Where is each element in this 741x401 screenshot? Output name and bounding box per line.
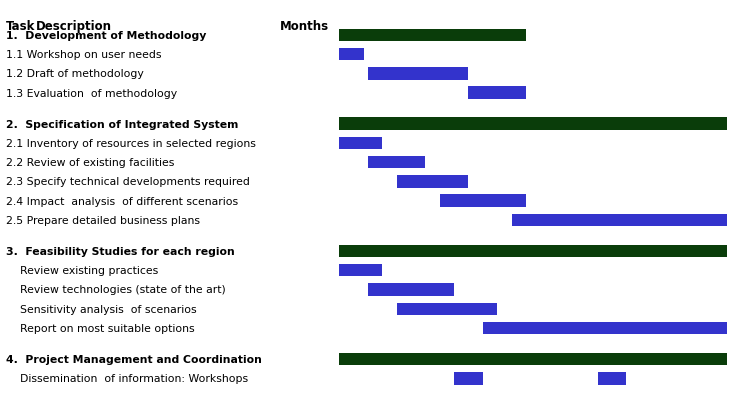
Bar	[396, 303, 497, 315]
Text: 4.  Project Management and Coordination: 4. Project Management and Coordination	[6, 354, 262, 364]
Bar	[339, 137, 382, 150]
Bar	[396, 176, 468, 188]
Bar	[597, 372, 626, 385]
Bar	[368, 284, 454, 296]
Text: Report on most suitable options: Report on most suitable options	[6, 323, 195, 333]
Text: 2.  Specification of Integrated System: 2. Specification of Integrated System	[6, 119, 239, 129]
Text: Review existing practices: Review existing practices	[6, 265, 159, 275]
Text: 2.2 Review of existing facilities: 2.2 Review of existing facilities	[6, 158, 174, 168]
Bar	[454, 372, 483, 385]
Text: Description: Description	[36, 20, 112, 32]
Text: Review technologies (state of the art): Review technologies (state of the art)	[6, 285, 226, 295]
Text: 2.3 Specify technical developments required: 2.3 Specify technical developments requi…	[6, 177, 250, 187]
Bar	[468, 87, 526, 100]
Text: 2.5 Prepare detailed business plans: 2.5 Prepare detailed business plans	[6, 215, 200, 225]
Bar	[368, 68, 468, 81]
Bar	[339, 245, 727, 257]
Text: 1.3 Evaluation  of methodology: 1.3 Evaluation of methodology	[6, 89, 177, 98]
Text: 1.  Development of Methodology: 1. Development of Methodology	[6, 31, 207, 41]
Bar	[339, 49, 364, 61]
Text: 2.4 Impact  analysis  of different scenarios: 2.4 Impact analysis of different scenari…	[6, 196, 239, 206]
Bar	[511, 214, 727, 227]
Bar	[483, 322, 727, 334]
Text: Task: Task	[6, 20, 36, 32]
Text: 1.2 Draft of methodology: 1.2 Draft of methodology	[6, 69, 144, 79]
Text: 2.1 Inventory of resources in selected regions: 2.1 Inventory of resources in selected r…	[6, 138, 256, 148]
Bar	[440, 195, 526, 207]
Bar	[339, 118, 727, 130]
Text: Sensitivity analysis  of scenarios: Sensitivity analysis of scenarios	[6, 304, 196, 314]
Text: Months: Months	[280, 20, 329, 32]
Text: Dissemination  of information: Workshops: Dissemination of information: Workshops	[6, 373, 248, 383]
Bar	[339, 353, 727, 365]
Bar	[339, 29, 526, 42]
Text: 3.  Feasibility Studies for each region: 3. Feasibility Studies for each region	[6, 246, 235, 256]
Text: 1.1 Workshop on user needs: 1.1 Workshop on user needs	[6, 50, 162, 60]
Bar	[339, 264, 382, 277]
Bar	[368, 156, 425, 169]
